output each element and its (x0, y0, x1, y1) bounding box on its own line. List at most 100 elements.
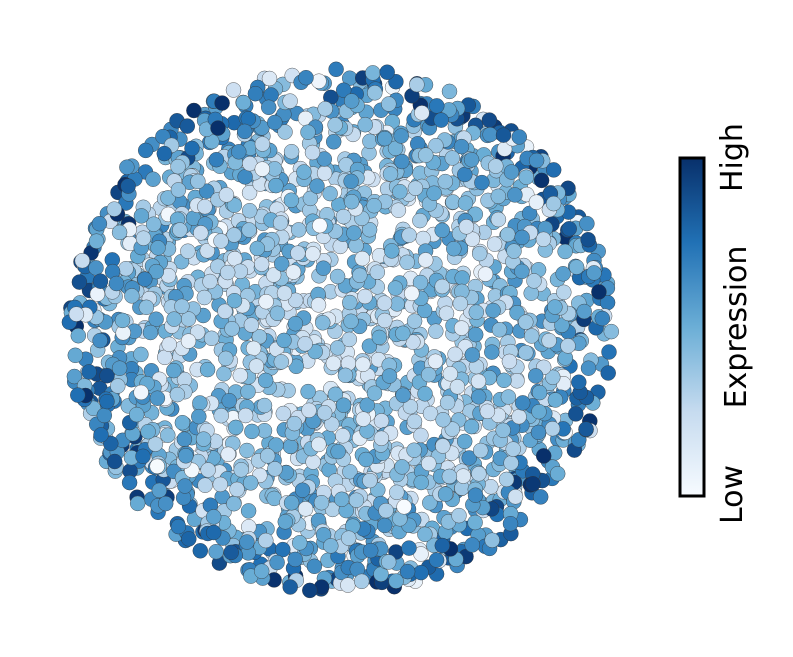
scatter-point (290, 245, 306, 261)
scatter-point (327, 386, 344, 402)
scatter-point (560, 338, 576, 354)
scatter-point (507, 489, 524, 505)
scatter-point (561, 221, 577, 237)
scatter-point (226, 197, 243, 213)
scatter-point (531, 384, 548, 401)
scatter-point (258, 294, 274, 310)
scatter-point (329, 268, 346, 285)
scatter-point (568, 259, 585, 275)
scatter-point (92, 332, 108, 349)
scatter-point (340, 577, 356, 593)
scatter-point (531, 404, 547, 420)
scatter-point (495, 127, 512, 143)
scatter-point (428, 552, 445, 568)
scatter-point (346, 225, 362, 241)
scatter-point (600, 365, 616, 381)
scatter-point (396, 499, 412, 515)
scatter-point (490, 188, 506, 205)
scatter-point (439, 394, 456, 411)
scatter-point (254, 256, 270, 272)
scatter-point (66, 368, 83, 385)
scatter-point (197, 477, 213, 493)
scatter-point (434, 278, 450, 295)
scatter-point (394, 459, 410, 475)
scatter-point (373, 430, 390, 446)
scatter-point (148, 263, 165, 280)
scatter-point (268, 177, 284, 194)
scatter-point (311, 436, 327, 453)
scatter-point (170, 158, 186, 175)
scatter-point (342, 294, 358, 311)
scatter-point (406, 313, 423, 329)
scatter-point (413, 427, 429, 444)
scatter-point (306, 558, 323, 574)
scatter-point (381, 368, 398, 384)
scatter-point (133, 346, 149, 363)
scatter-point (601, 344, 617, 360)
scatter-point (533, 172, 550, 189)
scatter-point (474, 174, 490, 191)
scatter-point (247, 85, 264, 102)
scatter-point (296, 164, 312, 180)
scatter-point (133, 384, 149, 401)
scatter-point (310, 297, 327, 313)
scatter-point (355, 411, 371, 427)
scatter-point (197, 198, 213, 215)
scatter-point (221, 393, 237, 409)
scatter-point (503, 164, 520, 180)
scatter-point (394, 153, 410, 170)
scatter-point (467, 487, 484, 503)
scatter-point (304, 144, 321, 161)
scatter-point (265, 267, 282, 283)
scatter-point (556, 284, 572, 300)
scatter-point (464, 537, 480, 553)
scatter-point (217, 303, 233, 319)
scatter-point (518, 169, 534, 185)
scatter-point (302, 582, 318, 599)
scatter-point (491, 322, 508, 338)
scatter-point (181, 531, 197, 547)
scatter-point (536, 448, 552, 464)
scatter-point (603, 323, 619, 340)
scatter-point (276, 285, 293, 301)
scatter-point (367, 85, 383, 101)
scatter-point (433, 112, 449, 128)
scatter-point (343, 313, 359, 329)
scatter-point (334, 491, 350, 507)
scatter-point (343, 173, 359, 190)
scatter-point (114, 312, 131, 329)
scatter-point (138, 299, 155, 315)
scatter-point (484, 344, 500, 360)
scatter-point (213, 233, 229, 249)
scatter-point (467, 514, 483, 531)
scatter-point (429, 98, 445, 114)
scatter-point (161, 336, 177, 352)
scatter-point (180, 243, 196, 259)
scatter-point (89, 286, 106, 302)
scatter-point (442, 366, 458, 382)
scatter-point (412, 274, 429, 291)
scatter-point (382, 166, 399, 182)
scatter-point (453, 320, 470, 336)
scatter-point (273, 354, 289, 370)
scatter-point (135, 230, 152, 246)
scatter-point (160, 427, 176, 443)
scatter-point (414, 105, 430, 121)
scatter-point (235, 94, 252, 111)
scatter-point (184, 140, 200, 157)
scatter-point (550, 466, 566, 482)
scatter-point (108, 275, 125, 292)
scatter-point (535, 231, 552, 248)
scatter-point (438, 305, 455, 321)
scatter-point (377, 517, 393, 534)
scatter-point (149, 390, 166, 406)
scatter-point (545, 369, 561, 385)
scatter-point (361, 338, 378, 354)
scatter-point (464, 231, 481, 247)
scatter-point (287, 316, 304, 332)
scatter-point (335, 428, 351, 444)
scatter-point (417, 526, 433, 542)
scatter-point (233, 462, 249, 478)
scatter-point (219, 264, 236, 281)
